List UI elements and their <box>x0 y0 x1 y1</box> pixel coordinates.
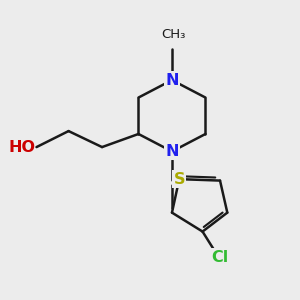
Text: N: N <box>165 73 179 88</box>
Text: Cl: Cl <box>212 250 229 265</box>
Text: CH₃: CH₃ <box>161 28 186 41</box>
Text: HO: HO <box>8 140 35 154</box>
Text: N: N <box>165 144 179 159</box>
Text: S: S <box>173 172 185 187</box>
